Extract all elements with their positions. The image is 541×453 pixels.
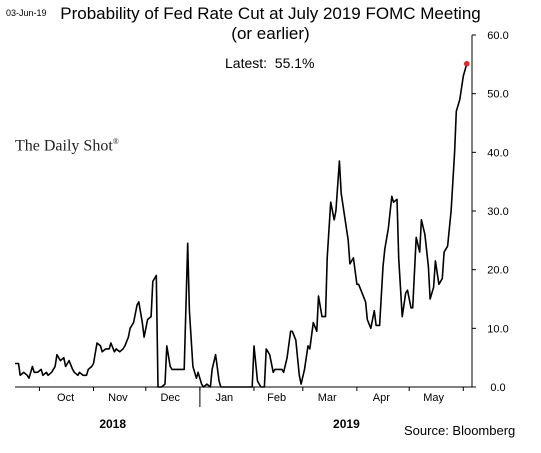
x-tick-label: Nov xyxy=(108,392,128,404)
y-tick-label: 20.0 xyxy=(487,265,508,277)
latest-point xyxy=(463,60,470,67)
y-tick-label: 0.0 xyxy=(490,382,505,394)
chart-subtitle: (or earlier) xyxy=(231,24,310,43)
y-tick-label: 30.0 xyxy=(487,206,508,218)
year-label: 2019 xyxy=(333,417,360,431)
x-tick-label: May xyxy=(423,392,444,404)
y-tick-label: 60.0 xyxy=(487,30,508,42)
x-tick-label: Apr xyxy=(373,392,390,404)
plot-layer: 0.0 10.0 20.0 30.0 40.0 50.0 60.0 Oct Nov Dec Jan F… xyxy=(15,30,509,431)
x-tick-label: Dec xyxy=(160,392,180,404)
chart-title: Probability of Fed Rate Cut at July 2019… xyxy=(60,4,481,23)
brand-name: The Daily Shot xyxy=(15,137,113,155)
source-note: Source: Bloomberg xyxy=(404,423,516,438)
date-stamp: 03-Jun-19 xyxy=(6,8,47,18)
y-tick-label: 40.0 xyxy=(487,147,508,159)
registered-mark: ® xyxy=(112,137,119,146)
y-tick-label: 10.0 xyxy=(487,323,508,335)
x-tick-label: Jan xyxy=(215,392,233,404)
year-label: 2018 xyxy=(99,417,126,431)
y-tick-label: 50.0 xyxy=(487,89,508,101)
series-line xyxy=(15,63,468,388)
brand-logo: The Daily Shot® xyxy=(15,137,119,155)
x-tick-label: Feb xyxy=(267,392,286,404)
x-tick-label: Oct xyxy=(57,392,74,404)
x-tick-label: Mar xyxy=(318,392,337,404)
latest-value-label: Latest: 55.1% xyxy=(225,55,315,71)
